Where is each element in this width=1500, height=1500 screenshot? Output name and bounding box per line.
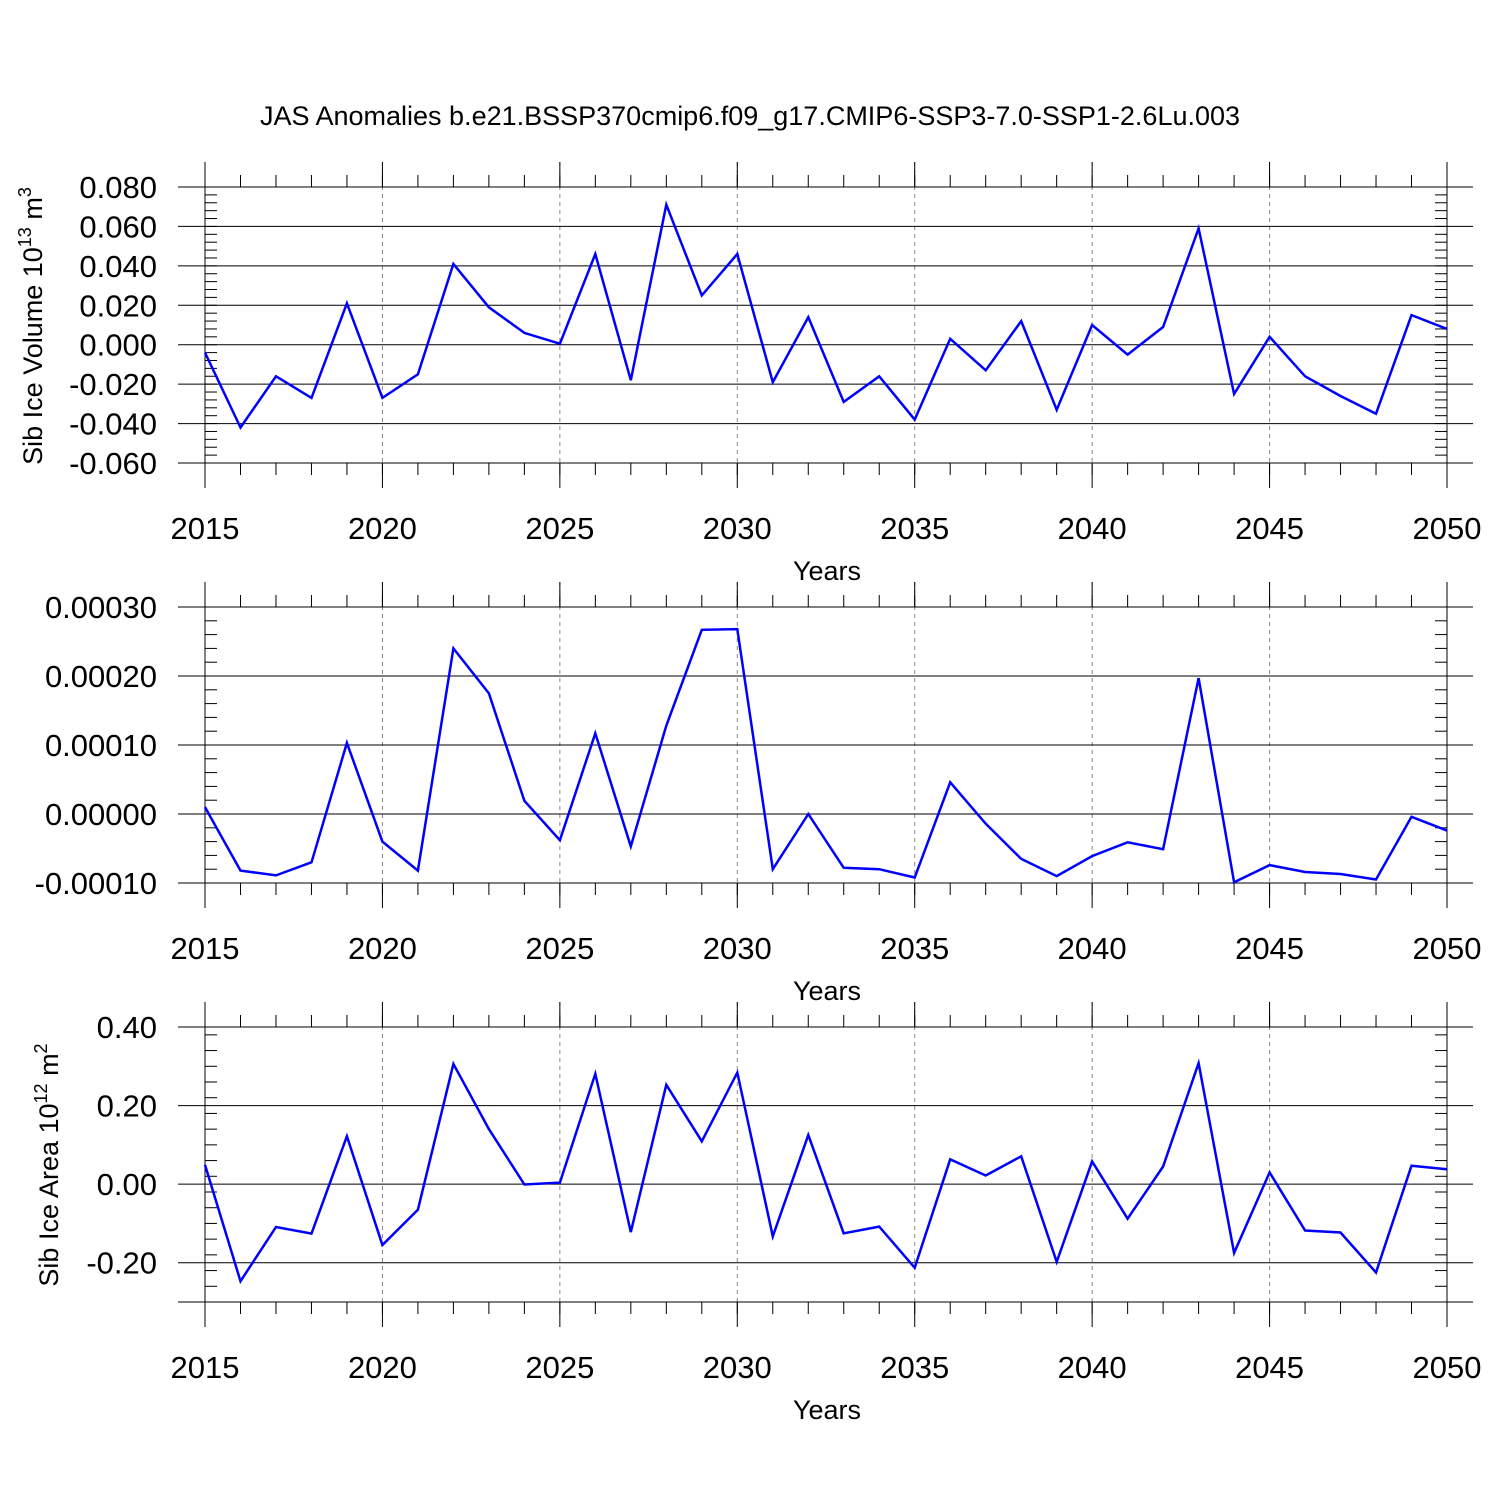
x-tick-label: 2015	[171, 931, 240, 966]
y-tick-label: 0.080	[79, 170, 157, 205]
y-tick-label: 0.040	[79, 249, 157, 284]
y-tick-label: 0.00000	[45, 797, 157, 832]
x-tick-label: 2030	[703, 931, 772, 966]
y-tick-label: 0.060	[79, 209, 157, 244]
x-tick-label: 2045	[1235, 511, 1304, 546]
x-tick-label: 2045	[1235, 1350, 1304, 1385]
y-axis-label: Sib Ice Area 1012 m2	[31, 1043, 64, 1286]
x-tick-label: 2035	[880, 1350, 949, 1385]
x-tick-label: 2050	[1413, 931, 1482, 966]
y-tick-label: -0.00010	[35, 866, 157, 901]
x-tick-label: 2025	[525, 1350, 594, 1385]
y-tick-label: 0.000	[79, 328, 157, 363]
figure-title: JAS Anomalies b.e21.BSSP370cmip6.f09_g17…	[260, 101, 1240, 131]
y-tick-label: 0.00	[97, 1167, 157, 1202]
x-tick-label: 2050	[1413, 1350, 1482, 1385]
chart-panel: -0.060 -0.040 -0.020 0.000 0.020 0.040 0.060 0.…	[15, 162, 1481, 586]
y-tick-label: -0.040	[69, 407, 157, 442]
x-tick-label: 2020	[348, 1350, 417, 1385]
x-tick-label: 2040	[1058, 931, 1127, 966]
chart-panel: -0.00010 0.00000 0.00010 0.00020 0.00030 2015…	[35, 582, 1482, 1006]
x-axis-label: Years	[793, 1395, 861, 1425]
x-axis-label: Years	[793, 556, 861, 586]
x-tick-label: 2040	[1058, 1350, 1127, 1385]
x-tick-label: 2030	[703, 1350, 772, 1385]
x-tick-label: 2020	[348, 931, 417, 966]
x-tick-label: 2050	[1413, 511, 1482, 546]
x-tick-label: 2040	[1058, 511, 1127, 546]
series-line	[203, 1058, 1448, 1285]
x-tick-label: 2020	[348, 511, 417, 546]
x-tick-label: 2030	[703, 511, 772, 546]
x-axis-label: Years	[793, 976, 861, 1006]
y-tick-label: 0.40	[97, 1010, 157, 1045]
y-tick-label: -0.020	[69, 367, 157, 402]
chart-panel: -0.20 0.00 0.20 0.40 2015 2020 2025 2030 2035 204…	[31, 1002, 1481, 1425]
series-line	[203, 627, 1448, 885]
x-tick-label: 2015	[171, 1350, 240, 1385]
x-tick-label: 2035	[880, 511, 949, 546]
y-tick-label: 0.00010	[45, 728, 157, 763]
y-tick-label: 0.20	[97, 1089, 157, 1124]
series-line	[203, 200, 1448, 430]
y-tick-label: 0.00020	[45, 659, 157, 694]
y-axis-label: Sib Ice Volume 1013 m3	[15, 187, 48, 465]
x-tick-label: 2035	[880, 931, 949, 966]
x-tick-label: 2045	[1235, 931, 1304, 966]
y-tick-label: -0.20	[86, 1246, 157, 1281]
x-tick-label: 2025	[525, 511, 594, 546]
y-tick-label: 0.00030	[45, 590, 157, 625]
y-tick-label: -0.060	[69, 446, 157, 481]
x-tick-label: 2015	[171, 511, 240, 546]
x-tick-label: 2025	[525, 931, 594, 966]
y-tick-label: 0.020	[79, 288, 157, 323]
